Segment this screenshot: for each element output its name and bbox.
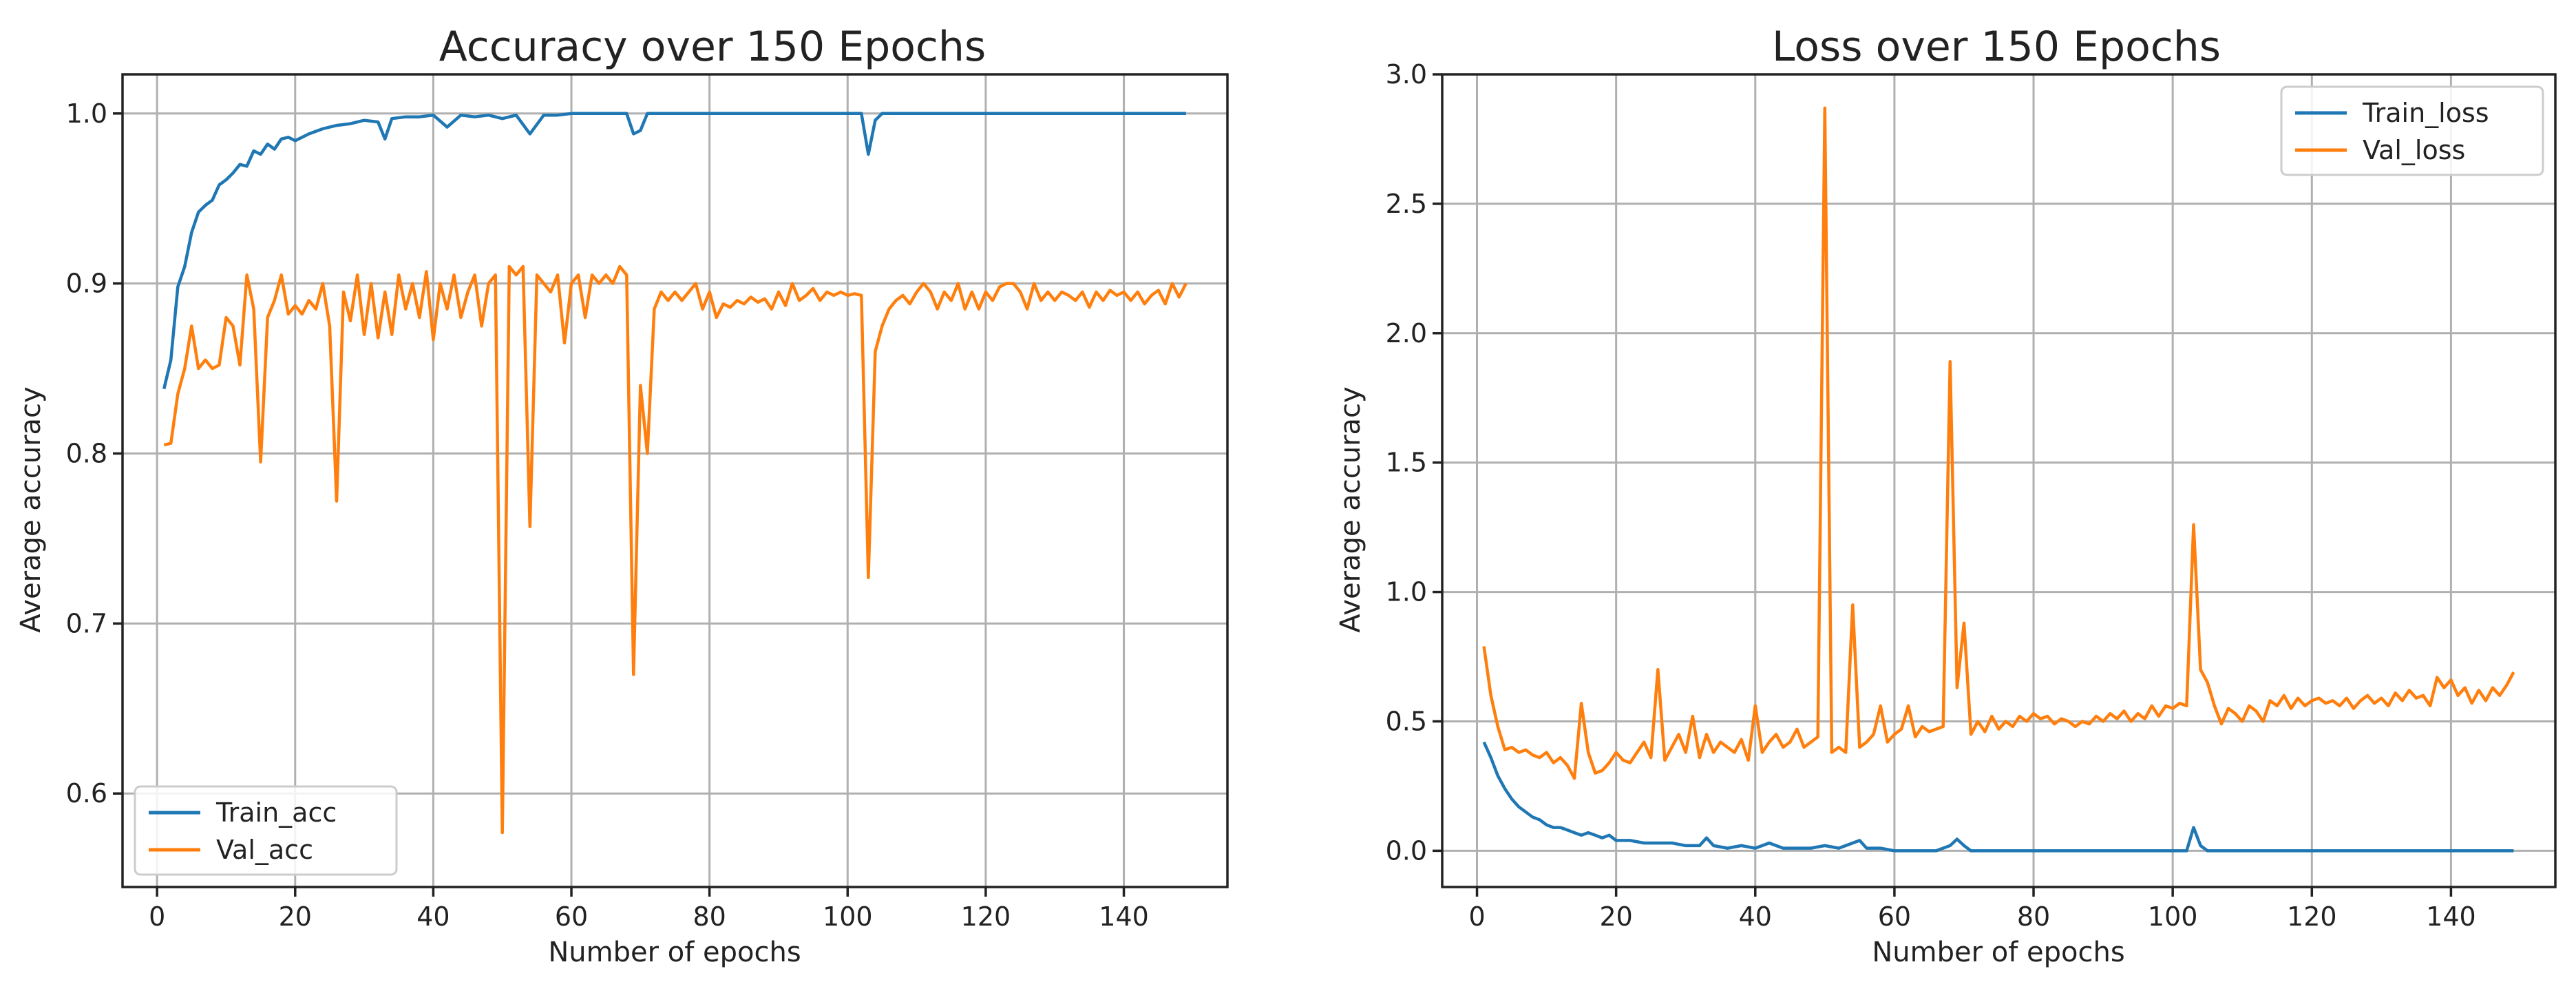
x-tick-label: 140: [1099, 901, 1149, 932]
y-axis-label: Average accuracy: [1335, 386, 1366, 632]
legend: Train_loss Val_loss: [2280, 85, 2544, 176]
chart-title: Loss over 150 Epochs: [1772, 23, 2221, 71]
x-tick-label: 0: [1468, 901, 1485, 932]
plot-area: 0 20 40 60 80 100 120 140 0.6 0.7 0.8 0.9 1.0 Train_a…: [66, 73, 1229, 932]
y-tick-label: 1.0: [1386, 577, 1427, 607]
plot-area: 0 20 40 60 80 100 120 140 0.0 0.5 1.0 1.5 2.0 2.5 3.0 T…: [1386, 59, 2557, 932]
legend-label: Val_loss: [2363, 135, 2465, 165]
x-tick-label: 20: [279, 901, 312, 932]
y-axis-label: Average accuracy: [15, 386, 47, 632]
chart-title: Accuracy over 150 Epochs: [439, 23, 986, 71]
plot-frame: [1441, 73, 2557, 888]
y-tick-label: 0.9: [66, 269, 107, 299]
x-tick-label: 100: [823, 901, 873, 932]
legend-box: [2280, 85, 2544, 176]
x-tick-label: 100: [2148, 901, 2198, 932]
legend: Train_acc Val_acc: [134, 785, 398, 876]
y-tick-label: 0.6: [66, 778, 107, 809]
x-tick-label: 60: [555, 901, 588, 932]
y-tick-label: 2.0: [1386, 318, 1427, 348]
x-tick-label: 120: [961, 901, 1011, 932]
series-line-val_acc: [163, 264, 1187, 835]
x-tick-label: 140: [2426, 901, 2476, 932]
y-tick-label: 1.0: [66, 98, 107, 129]
legend-label: Train_acc: [215, 797, 337, 828]
x-tick-label: 80: [693, 901, 726, 932]
y-tick-label: 0.8: [66, 439, 107, 469]
x-tick-label: 80: [2017, 901, 2050, 932]
x-tick-label: 60: [1878, 901, 1911, 932]
accuracy-chart: Accuracy over 150 Epochs Number of epoch…: [15, 23, 1229, 968]
series-line-train_loss: [1482, 741, 2514, 853]
y-tick-label: 1.5: [1386, 448, 1427, 478]
legend-box: [134, 785, 398, 876]
y-tick-label: 0.7: [66, 608, 107, 638]
x-tick-label: 40: [416, 901, 450, 932]
legend-label: Train_loss: [2362, 98, 2489, 128]
plot-frame: [121, 73, 1229, 888]
x-axis-label: Number of epochs: [1872, 937, 2124, 968]
y-tick-label: 0.5: [1386, 706, 1427, 736]
x-tick-label: 120: [2287, 901, 2337, 932]
x-tick-label: 20: [1599, 901, 1632, 932]
x-axis-label: Number of epochs: [548, 937, 801, 968]
y-tick-label: 2.5: [1386, 189, 1427, 219]
series-line-train_acc: [162, 112, 1186, 390]
x-tick-label: 40: [1739, 901, 1772, 932]
loss-chart: Loss over 150 Epochs Number of epochs Av…: [1335, 23, 2557, 968]
x-tick-label: 0: [149, 901, 165, 932]
legend-label: Val_acc: [216, 835, 313, 865]
y-tick-label: 3.0: [1386, 59, 1427, 90]
series-line-val_loss: [1482, 106, 2515, 780]
y-tick-label: 0.0: [1386, 835, 1427, 866]
